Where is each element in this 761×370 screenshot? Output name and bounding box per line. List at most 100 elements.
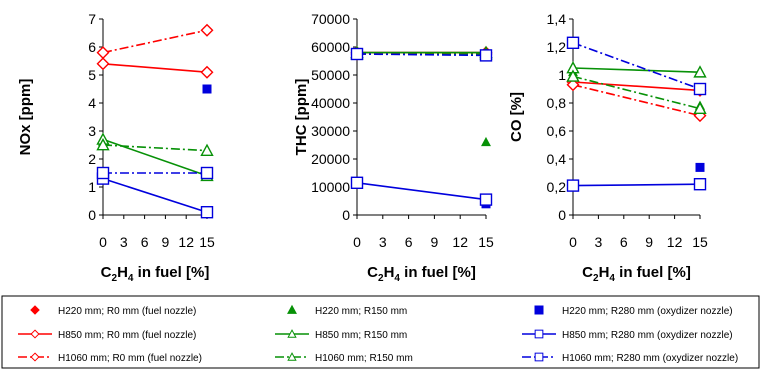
data-point <box>693 177 707 191</box>
x-tick-label: 12 <box>667 234 683 250</box>
x-tick-label: 9 <box>431 234 439 250</box>
x-tick-label: 6 <box>620 234 628 250</box>
data-point <box>350 47 364 61</box>
y-tick-label: 0,6 <box>547 123 567 139</box>
y-tick-label: 30000 <box>311 123 350 139</box>
data-point <box>200 65 214 79</box>
x-axis-label: C2H4 in fuel [%] <box>582 264 691 284</box>
series-line <box>102 177 208 213</box>
data-point <box>200 143 214 156</box>
data-point <box>566 78 580 92</box>
x-tick-label: 12 <box>452 234 468 250</box>
x-tick-label: 9 <box>162 234 170 250</box>
x-tick-label: 0 <box>353 234 361 250</box>
y-tick-label: 70000 <box>311 11 350 27</box>
data-point <box>96 57 110 71</box>
y-tick-label: 0,4 <box>547 151 567 167</box>
legend-label: H850 mm; R0 mm (fuel nozzle) <box>58 330 196 341</box>
data-point <box>202 84 212 94</box>
y-tick-label: 3 <box>88 123 96 139</box>
series-line <box>102 63 208 73</box>
legend-entry-h850-mm-r150-mm: H850 mm; R150 mm <box>275 329 407 341</box>
legend-label: H1060 mm; R280 mm (oxydizer nozzle) <box>562 353 738 364</box>
data-point <box>350 176 364 190</box>
x-tick-label: 3 <box>379 234 387 250</box>
x-tick-label: 3 <box>120 234 128 250</box>
series-h1060-mm-r280-mm-oxydizer-nozzle <box>96 166 214 180</box>
legend-marker <box>30 352 40 362</box>
legend-frame <box>1 295 760 369</box>
x-tick-label: 15 <box>199 234 215 250</box>
y-tick-label: 0 <box>558 207 566 223</box>
y-tick-label: 10000 <box>311 179 350 195</box>
legend-entry-h1060-mm-r150-mm: H1060 mm; R150 mm <box>275 352 413 364</box>
legend-entry-h1060-mm-r0-mm-fuel-nozzle: H1060 mm; R0 mm (fuel nozzle) <box>18 352 202 364</box>
data-point <box>695 162 705 172</box>
y-tick-label: 0 <box>88 207 96 223</box>
x-axis-label: C2H4 in fuel [%] <box>367 264 476 284</box>
data-point <box>96 138 110 151</box>
data-point <box>479 49 493 62</box>
legend-marker <box>287 352 297 361</box>
y-tick-label: 0 <box>342 207 350 223</box>
legend-entry-h850-mm-r0-mm-fuel-nozzle: H850 mm; R0 mm (fuel nozzle) <box>18 329 196 341</box>
legend-marker <box>534 329 544 339</box>
legend-label: H220 mm; R280 mm (oxydizer nozzle) <box>562 306 733 317</box>
legend-marker <box>30 329 40 339</box>
series-h850-mm-r280-mm-oxydizer-nozzle <box>350 176 493 206</box>
x-tick-label: 15 <box>478 234 494 250</box>
x-tick-label: 0 <box>569 234 577 250</box>
x-axis-label: C2H4 in fuel [%] <box>101 264 210 284</box>
y-tick-label: 7 <box>88 11 96 27</box>
legend-marker <box>534 352 544 362</box>
data-point <box>96 166 110 180</box>
legend-entry-h1060-mm-r280-mm-oxydizer-nozzle: H1060 mm; R280 mm (oxydizer nozzle) <box>522 352 738 364</box>
series-line <box>356 53 487 57</box>
series-line <box>102 29 208 54</box>
data-point <box>566 179 580 192</box>
y-tick-label: 60000 <box>311 39 350 55</box>
legend-entry-h220-mm-r280-mm-oxydizer-nozzle: H220 mm; R280 mm (oxydizer nozzle) <box>534 305 733 317</box>
y-axis-label: CO [%] <box>508 92 525 142</box>
series-h850-mm-r150-mm <box>566 61 707 78</box>
data-point <box>693 65 707 78</box>
series-line <box>356 182 487 201</box>
y-tick-label: 40000 <box>311 95 350 111</box>
legend-entry-h220-mm-r0-mm-fuel-nozzle: H220 mm; R0 mm (fuel nozzle) <box>30 305 196 317</box>
data-point <box>200 205 214 219</box>
x-tick-label: 3 <box>595 234 603 250</box>
x-tick-label: 15 <box>692 234 708 250</box>
y-tick-label: 6 <box>88 39 96 55</box>
y-tick-label: 50000 <box>311 67 350 83</box>
series-h1060-mm-r150-mm <box>96 138 214 156</box>
legend-marker <box>287 329 297 338</box>
series-line <box>572 75 701 110</box>
series-line <box>572 67 701 73</box>
y-tick-label: 0,2 <box>547 179 567 195</box>
data-point <box>200 166 214 180</box>
legend-label: H1060 mm; R0 mm (fuel nozzle) <box>58 353 202 364</box>
series-h220-mm-r150-mm <box>352 50 491 147</box>
series-line <box>572 183 701 187</box>
panel-co: 0 0,2 0,4 0,6 0,8 1 1,2 1,4 0 3 6 9 12 15 CO [%] C2H4 i… <box>508 11 708 284</box>
series-h1060-mm-r280-mm-oxydizer-nozzle <box>566 36 707 96</box>
series-h220-mm-r280-mm-oxydizer-nozzle <box>98 84 212 178</box>
data-point <box>481 136 491 147</box>
series-h850-mm-r280-mm-oxydizer-nozzle <box>96 172 214 219</box>
data-point <box>200 23 214 37</box>
y-tick-label: 1,2 <box>547 39 567 55</box>
data-point <box>693 82 707 96</box>
series-h850-mm-r280-mm-oxydizer-nozzle <box>566 177 707 192</box>
y-axis-label: THC [ppm] <box>293 79 310 156</box>
y-tick-label: 1 <box>88 179 96 195</box>
legend-label: H220 mm; R150 mm <box>315 306 407 317</box>
y-axis-label: NOx [ppm] <box>17 79 34 156</box>
series-h220-mm-r280-mm-oxydizer-nozzle <box>352 49 491 209</box>
y-tick-label: 5 <box>88 67 96 83</box>
y-tick-label: 4 <box>88 95 96 111</box>
x-tick-label: 6 <box>141 234 149 250</box>
data-point <box>693 101 707 114</box>
y-tick-label: 0,8 <box>547 95 567 111</box>
